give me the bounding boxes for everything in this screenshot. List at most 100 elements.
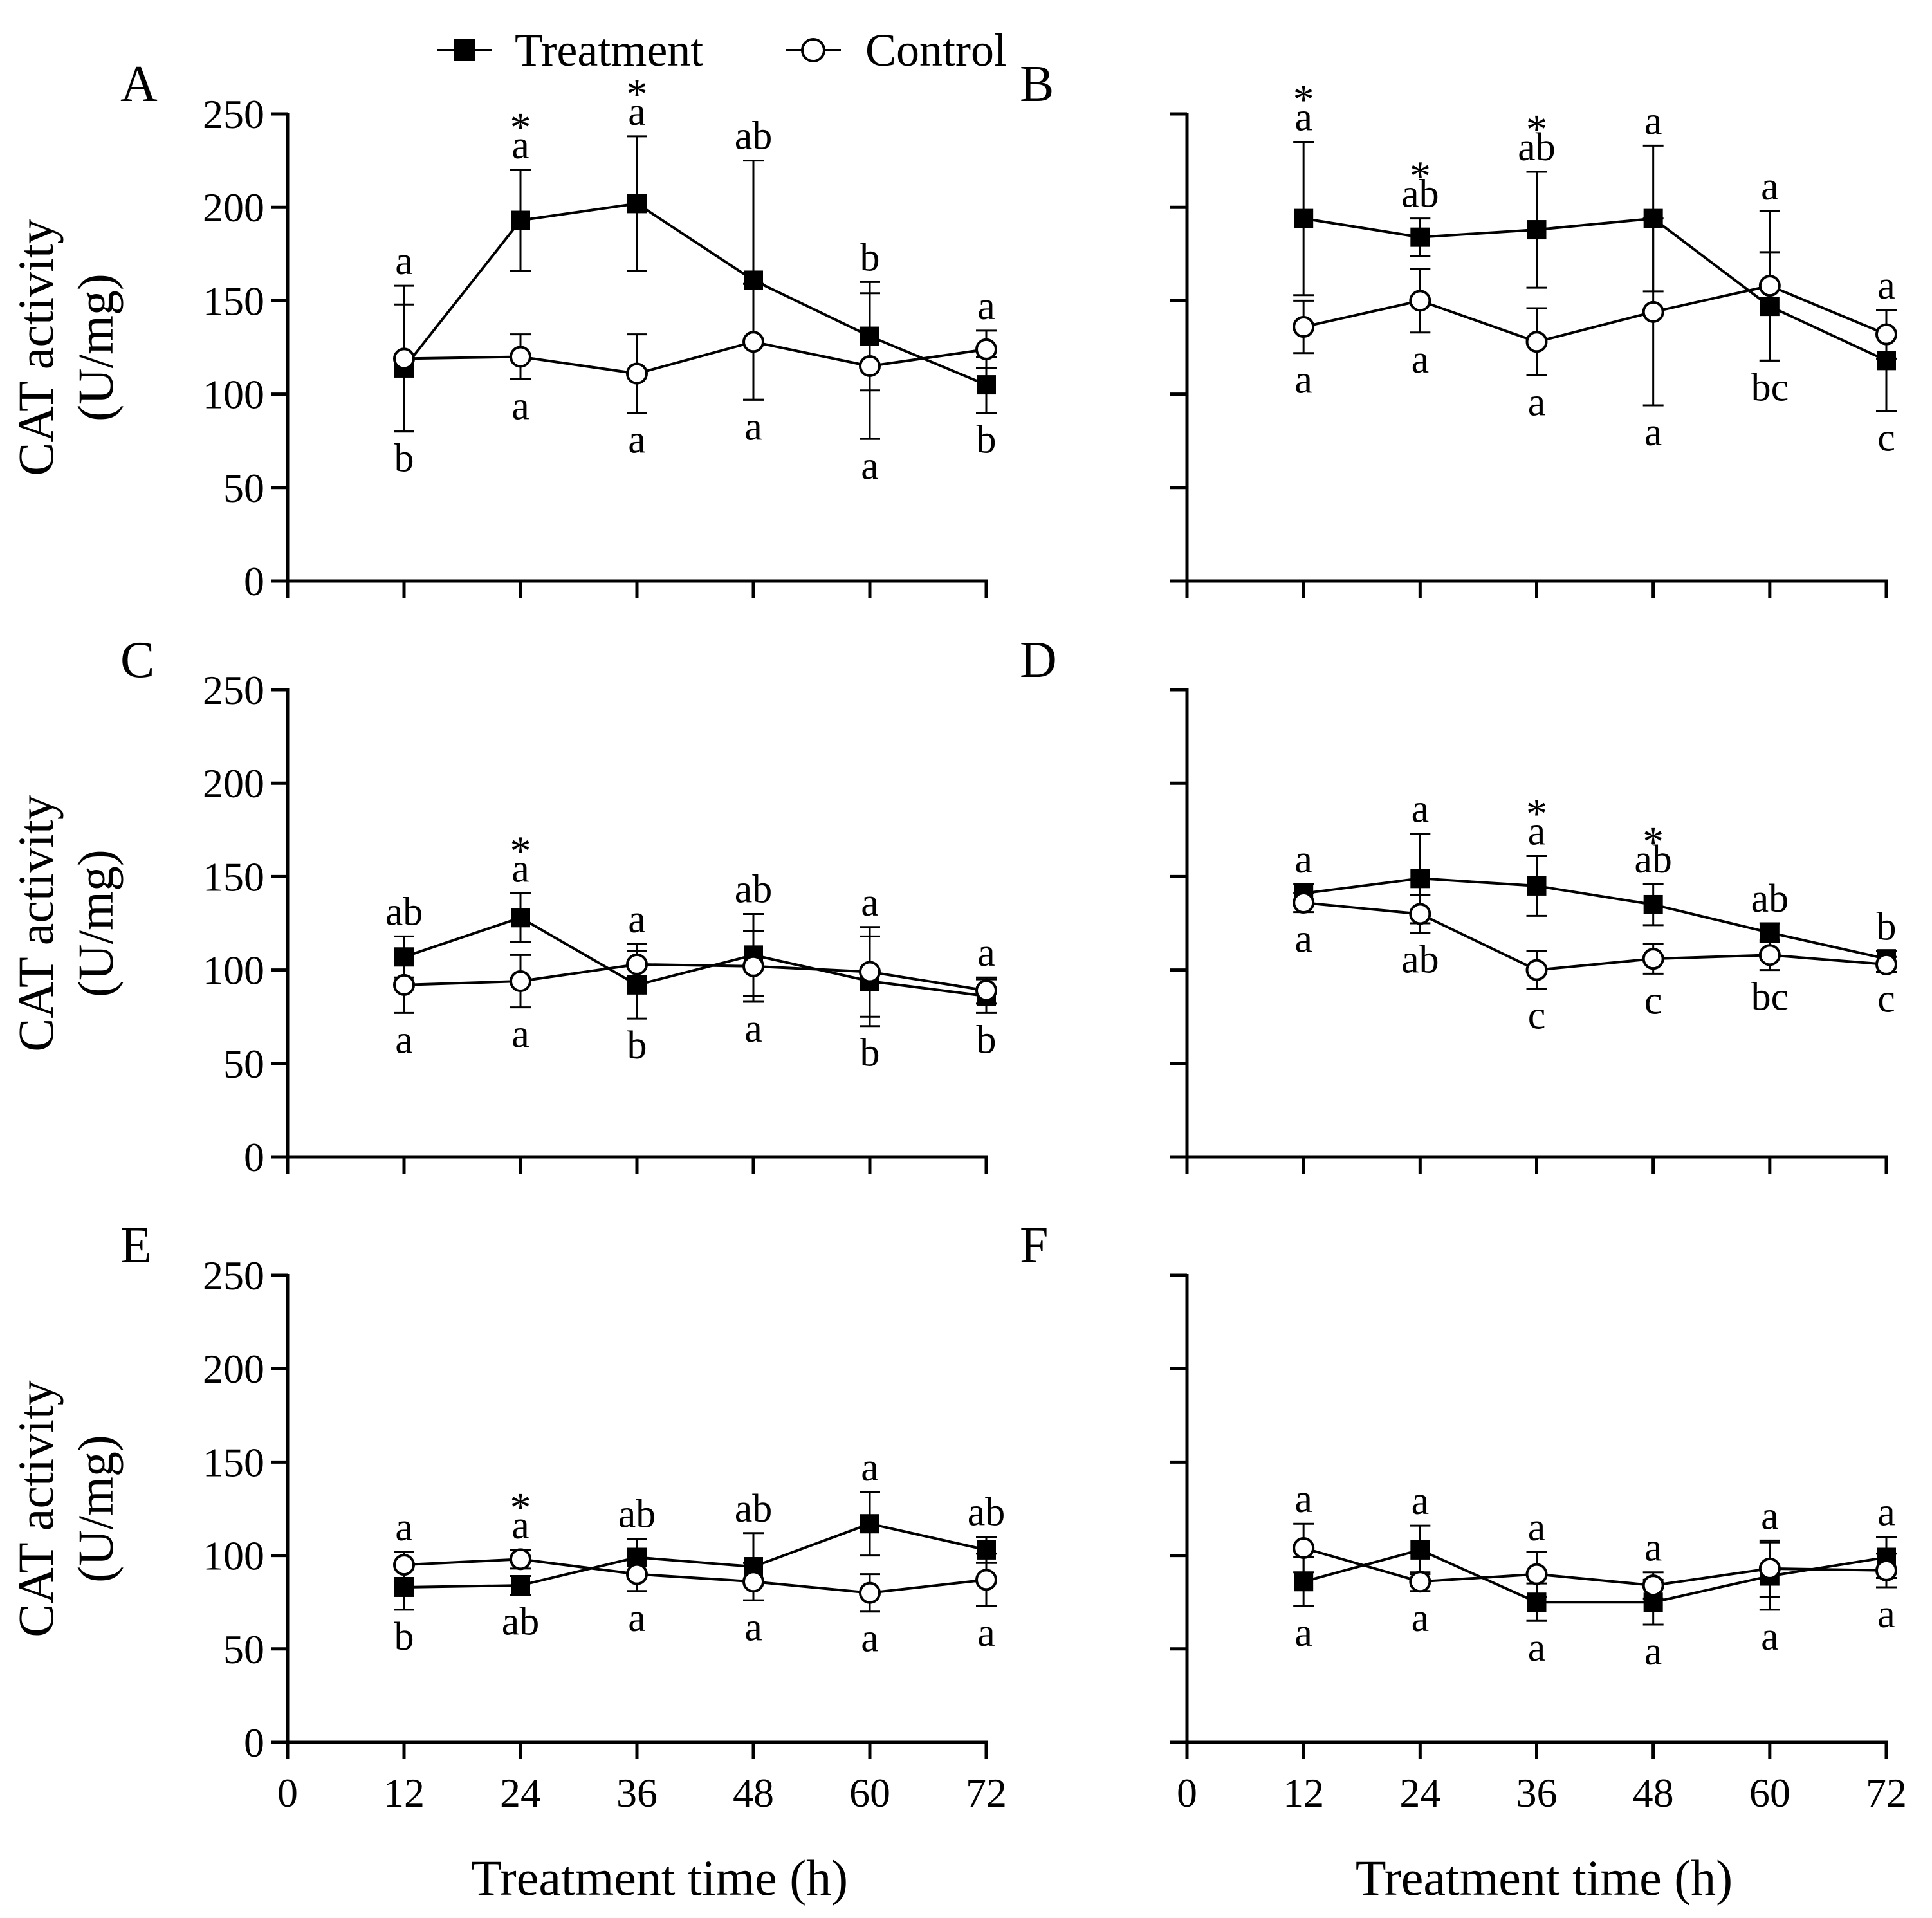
control-letter-e-72: a [977,1611,995,1655]
legend-control-label: Control [865,24,1007,76]
control-letter-b-60: a [1761,165,1779,208]
control-letter-c-48: a [744,1007,762,1051]
control-marker-d-12 [1293,892,1315,914]
control-letter-e-12: a [395,1506,413,1549]
treatment-marker-d-60 [1760,923,1780,943]
control-letter-b-36: a [1528,381,1546,425]
control-marker-e-48 [742,1571,764,1593]
y-axis-title-bottom-line1: CAT activity [8,1380,64,1637]
control-marker-c-72 [975,979,997,1002]
control-letter-e-60: a [861,1617,879,1661]
treatment-letter-e-60: a [861,1446,879,1489]
treatment-letter-a-48: ab [735,115,773,158]
y-tick-label-e-150: 150 [203,1439,264,1485]
control-letter-f-12: a [1294,1477,1312,1521]
treatment-letter-b-48: a [1644,99,1662,143]
y-axis-title-middle-line1: CAT activity [8,795,64,1051]
treatment-letter-e-72: ab [968,1491,1006,1535]
control-letter-a-48: a [744,405,762,448]
treatment-marker-d-24 [1410,869,1430,889]
treatment-letter-a-12: b [394,437,414,481]
control-letter-e-48: a [744,1605,762,1649]
control-letter-c-72: a [977,931,995,975]
treatment-marker-b-12 [1294,208,1314,228]
legend-treatment-label: Treatment [515,24,703,76]
y-axis-title-bottom-line2: (U/mg) [68,1435,124,1583]
control-marker-f-60 [1758,1557,1781,1580]
y-tick-label-e-50: 50 [223,1627,264,1672]
control-letter-d-12: a [1294,918,1312,961]
treatment-letter-c-24: a [511,847,529,891]
control-marker-b-12 [1293,316,1315,338]
y-axis-title-top: CAT activity (U/mg) [8,219,124,475]
treatment-marker-d-48 [1643,894,1663,914]
x-tick-label-e-72: 72 [966,1770,1007,1816]
y-tick-label-c-50: 50 [223,1041,264,1087]
treatment-letter-f-12: a [1294,1611,1312,1655]
control-letter-e-24: a [511,1504,529,1547]
control-letter-a-36: a [628,418,646,462]
treatment-letter-f-24: a [1412,1479,1430,1523]
control-letter-f-24: a [1412,1596,1430,1640]
panel-f: F 0 12 24 36 48 60 72 a a a a a a a a a a a a [1020,1217,1907,1816]
treatment-marker-b-36 [1527,220,1547,240]
control-marker-a-72 [975,338,997,360]
treatment-letter-c-60: b [860,1031,880,1075]
control-marker-a-12 [393,347,415,370]
treatment-letter-e-24: ab [502,1600,540,1644]
panel-letter-d: D [1020,632,1057,688]
control-marker-a-48 [742,331,764,353]
y-tick-label-e-200: 200 [203,1346,264,1392]
treatment-marker-f-12 [1294,1572,1314,1592]
control-marker-d-72 [1875,953,1897,975]
treatment-letter-e-48: ab [735,1487,773,1531]
x-tick-label-e-24: 24 [500,1770,541,1816]
x-tick-label-f-36: 36 [1516,1770,1558,1816]
control-letter-d-36: c [1528,994,1546,1038]
legend: Treatment Control [437,24,1007,76]
x-tick-label-f-24: 24 [1399,1770,1440,1816]
treatment-letter-d-60: ab [1751,877,1789,921]
treatment-series-line-f [1303,1548,1887,1604]
control-marker-d-36 [1525,959,1548,981]
y-axis-title-top-line1: CAT activity [8,219,64,475]
control-series-line-b [1303,284,1887,344]
treatment-marker-f-24 [1410,1540,1430,1560]
control-letter-f-36: a [1528,1506,1546,1549]
y-axis-title-top-line2: (U/mg) [68,273,124,421]
x-tick-label-f-48: 48 [1633,1770,1674,1816]
control-significance-star-e-24: * [510,1484,531,1531]
control-series-line-d [1303,901,1887,972]
y-tick-label-c-0: 0 [244,1134,264,1180]
treatment-series-line-b [1303,217,1887,362]
control-marker-b-24 [1409,290,1431,312]
control-letter-c-12: a [395,1018,413,1062]
treatment-letter-f-36: a [1528,1626,1546,1670]
x-tick-label-e-48: 48 [733,1770,774,1816]
treatment-series-line-c [403,916,987,998]
legend-treatment-marker [454,39,475,61]
y-tick-label-c-250: 250 [203,667,264,713]
y-tick-label-e-100: 100 [203,1533,264,1579]
treatment-marker-a-72 [977,375,996,395]
x-tick-label-e-12: 12 [383,1770,425,1816]
y-tick-label-e-250: 250 [203,1253,264,1298]
control-letter-b-12: a [1294,358,1312,402]
treatment-letter-b-72: c [1877,416,1895,460]
control-marker-b-72 [1875,323,1897,346]
treatment-significance-star-a-24: * [510,104,531,151]
legend-control-marker [801,38,825,62]
control-marker-b-36 [1525,331,1548,353]
y-axis-title-bottom: CAT activity (U/mg) [8,1380,124,1637]
treatment-letter-d-24: a [1412,788,1430,831]
x-axis-title-left: Treatment time (h) [471,1850,848,1906]
treatment-letter-e-36: ab [618,1492,656,1536]
control-letter-d-72: c [1877,977,1895,1021]
control-letter-d-48: c [1644,979,1662,1022]
control-marker-c-12 [393,973,415,996]
control-letter-c-24: a [511,1013,529,1056]
control-marker-c-48 [742,955,764,977]
treatment-letter-b-12: a [1294,96,1312,140]
control-letter-f-72: a [1877,1592,1895,1636]
